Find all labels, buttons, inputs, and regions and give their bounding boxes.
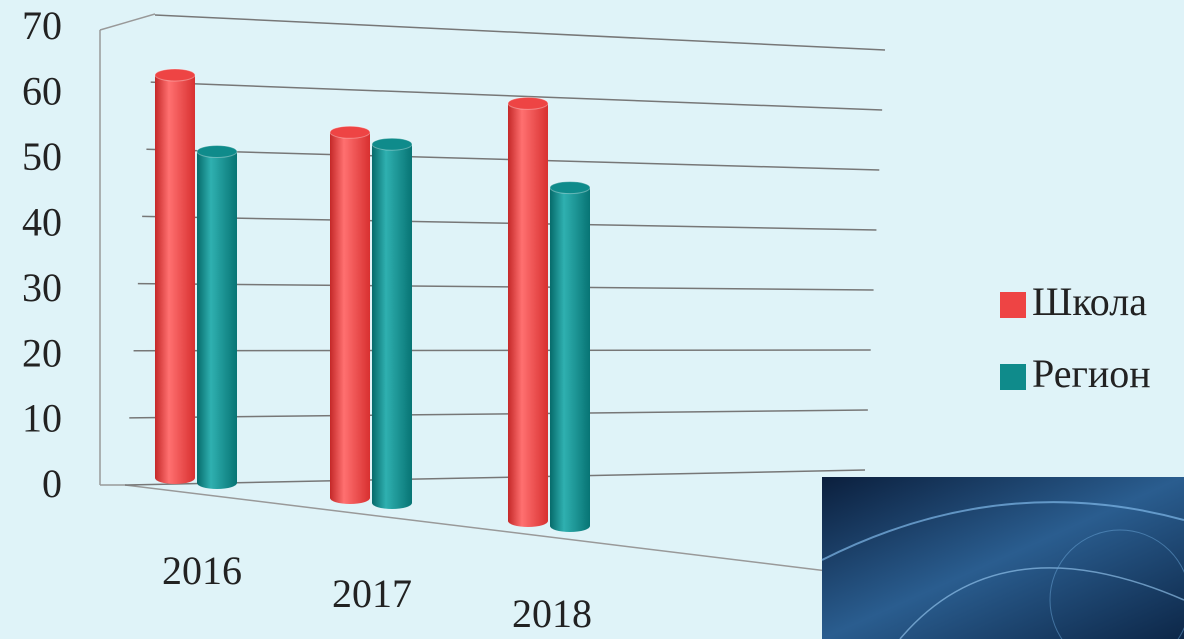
bar (508, 103, 548, 527)
x-tick-label: 2018 (512, 591, 592, 636)
bar-top (197, 146, 237, 158)
y-tick-label: 50 (22, 134, 62, 179)
legend-label: Школа (1032, 279, 1147, 324)
chart: 0 10 20 30 40 50 60 70 2016 2017 2018 Школа Регион (0, 0, 1184, 639)
bar (372, 144, 412, 509)
page: {"chart_data": {"type": "bar3d", "catego… (0, 0, 1184, 639)
bar (155, 75, 195, 484)
y-tick-label: 60 (22, 69, 62, 114)
y-tick-label: 10 (22, 396, 62, 441)
bar-top (550, 182, 590, 194)
bar-top (330, 126, 370, 138)
grid-line (134, 350, 871, 351)
grid-line (129, 410, 868, 418)
bar-top (508, 97, 548, 109)
grid-line (155, 15, 885, 50)
legend-swatch (1000, 292, 1026, 318)
bar-top (372, 138, 412, 150)
y-tick-label: 20 (22, 330, 62, 375)
x-tick-label: 2017 (332, 571, 412, 616)
y-tick-label: 0 (42, 461, 62, 506)
legend-label: Регион (1032, 351, 1151, 396)
bar (197, 152, 237, 490)
y-tick-label: 30 (22, 265, 62, 310)
grid-line (138, 284, 874, 290)
y-tick-label: 70 (22, 3, 62, 48)
x-tick-label: 2016 (162, 548, 242, 593)
thumbnail-image (822, 477, 1184, 639)
bar-top (155, 69, 195, 81)
bar (330, 132, 370, 504)
bar (550, 188, 590, 532)
y-tick-label: 40 (22, 199, 62, 244)
legend-swatch (1000, 364, 1026, 390)
